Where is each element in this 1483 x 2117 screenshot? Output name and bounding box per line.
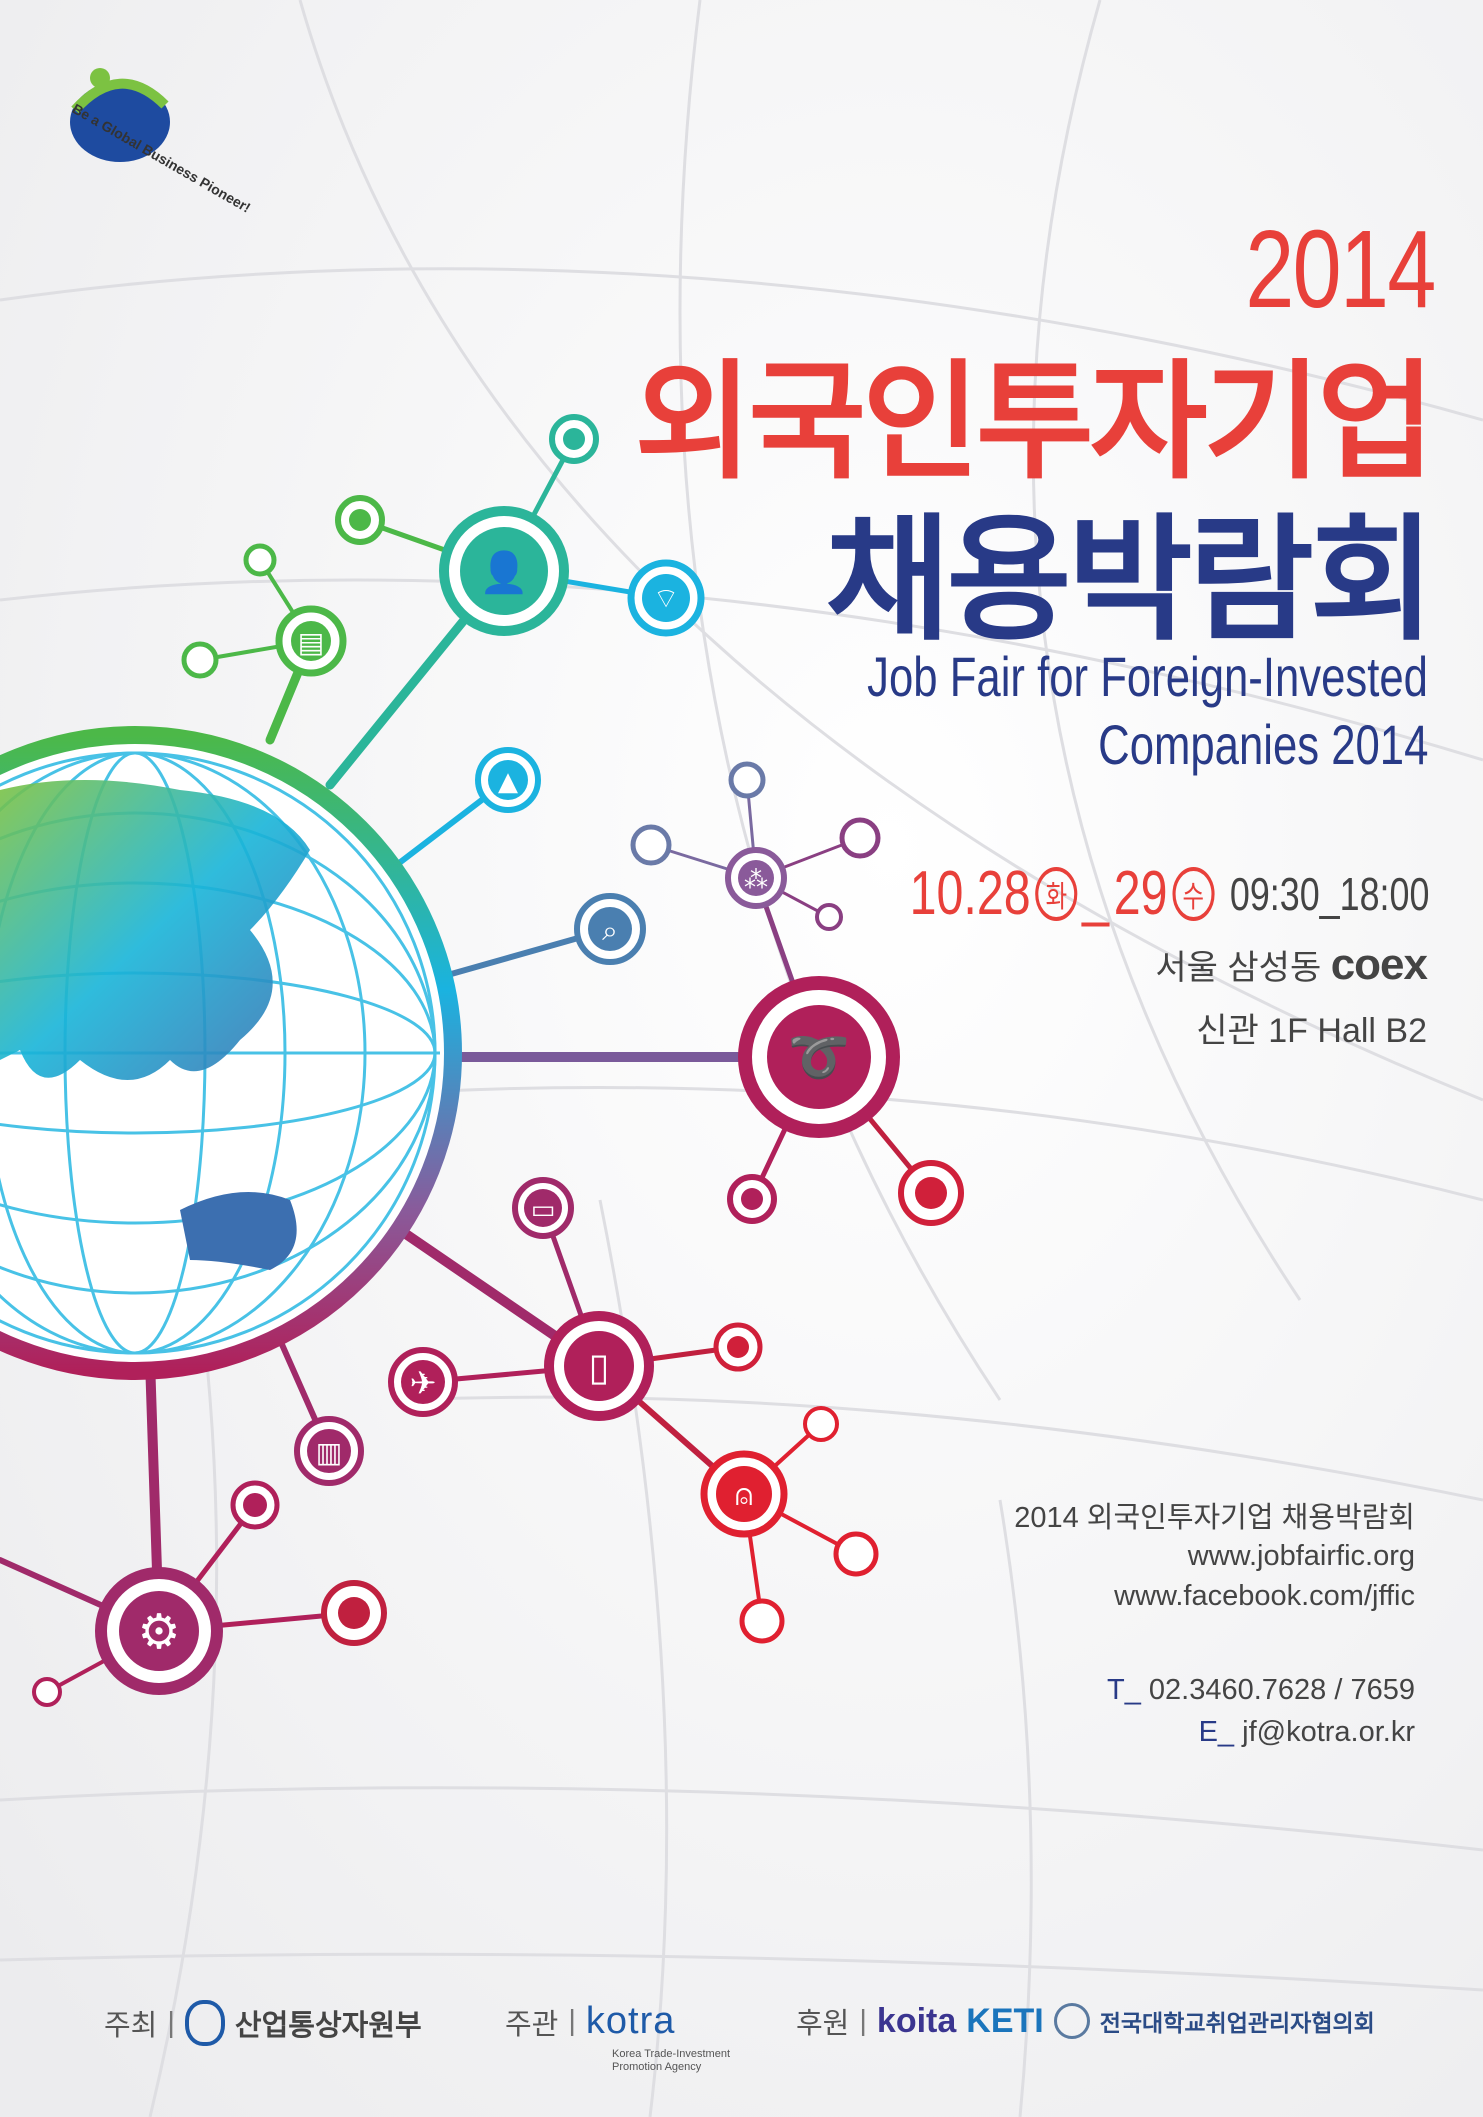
email-address[interactable]: jf@kotra.or.kr: [1242, 1716, 1415, 1748]
phone: T_ 02.3460.7628 / 7659: [1107, 1674, 1415, 1707]
phone-number: 02.3460.7628 / 7659: [1148, 1674, 1415, 1706]
ministry-emblem-icon: [184, 2000, 225, 2046]
english-title-line2: Companies 2014: [1097, 713, 1428, 776]
kotra-sub1: Korea Trade-Investment: [612, 2048, 731, 2060]
slogan-logo: [70, 68, 170, 162]
smartphone-icon: ▯: [589, 1345, 610, 1389]
kotra-sub2: Promotion Agency: [612, 2061, 702, 2073]
host: 주최 | 산업통상자원부: [104, 2000, 422, 2046]
notebook-icon: ▤: [298, 626, 324, 659]
sponsors: 후원 | koita KETI 전국대학교취업관리자협의회: [796, 2000, 1375, 2042]
venue-line2: 신관 1F Hall B2: [1196, 1012, 1427, 1050]
gears-icon: ⚙: [137, 1604, 180, 1660]
council-emblem-icon: [1053, 2003, 1090, 2039]
date-separator: _: [1081, 859, 1109, 928]
event-name: 2014 외국인투자기업 채용박람회: [1014, 1502, 1415, 1534]
phone-label: T_: [1107, 1674, 1141, 1706]
title-line1: 외국인투자기업: [634, 351, 1435, 494]
event-time: 09:30_18:00: [1229, 867, 1429, 920]
date-start: 10.28: [909, 859, 1031, 928]
separator: |: [859, 2004, 867, 2037]
host-label: 주최: [104, 2010, 158, 2042]
venue-line1: 서울 삼성동 coex: [1155, 940, 1428, 990]
organizer-label: 주관: [505, 2008, 559, 2041]
organizer: 주관 | kotra: [505, 2000, 675, 2043]
koita-logo: koita: [876, 2001, 957, 2040]
facebook-link[interactable]: www.facebook.com/jffic: [1114, 1580, 1415, 1612]
graduation-cap-icon: ▲: [498, 767, 518, 797]
day-start-badge: 화: [1034, 866, 1078, 921]
chat-icon: ▭: [531, 1195, 556, 1225]
event-year: 2014: [1245, 208, 1437, 331]
host-name: 산업통상자원부: [234, 2010, 422, 2042]
footer-sponsors: 주최 | 산업통상자원부 주관 | kotra Korea Trade-Invest…: [0, 2000, 1483, 2073]
sponsor-label: 후원: [796, 2008, 850, 2040]
wifi-icon: ⌔: [653, 582, 679, 615]
venue-location: 서울 삼성동: [1155, 949, 1322, 987]
globe: [0, 726, 462, 1380]
title-line2: 채용박람회: [825, 504, 1435, 656]
antenna-icon: ⍝: [735, 1478, 753, 1513]
website-link[interactable]: www.jobfairfic.org: [1187, 1540, 1415, 1572]
day-end-badge: 수: [1171, 866, 1214, 921]
kotra-logo: kotra: [585, 2000, 676, 2042]
network-icon: ⁂: [744, 866, 768, 894]
email: E_ jf@kotra.or.kr: [1199, 1716, 1415, 1749]
fair-logo-icon: ➰: [788, 1028, 850, 1086]
council-name: 전국대학교취업관리자협의회: [1099, 2010, 1375, 2036]
person-add-icon: 👤: [479, 549, 529, 596]
books-icon: ▥: [316, 1436, 342, 1469]
keti-logo: KETI: [966, 2001, 1044, 2040]
english-title-line1: Job Fair for Foreign-Invested: [867, 645, 1428, 708]
date-end: 29: [1113, 859, 1168, 928]
search-globe-icon: ⌕: [602, 914, 618, 947]
separator: |: [167, 2006, 175, 2039]
separator: |: [568, 2005, 576, 2037]
kotra-subtitle: Korea Trade-Investment Promotion Agency: [612, 2048, 730, 2074]
airplane-icon: ✈: [410, 1364, 437, 1402]
email-label: E_: [1198, 1716, 1235, 1748]
coex-logo: coex: [1330, 940, 1428, 989]
event-date: 10.28 화 _ 29 수 09:30_18:00: [909, 858, 1429, 929]
